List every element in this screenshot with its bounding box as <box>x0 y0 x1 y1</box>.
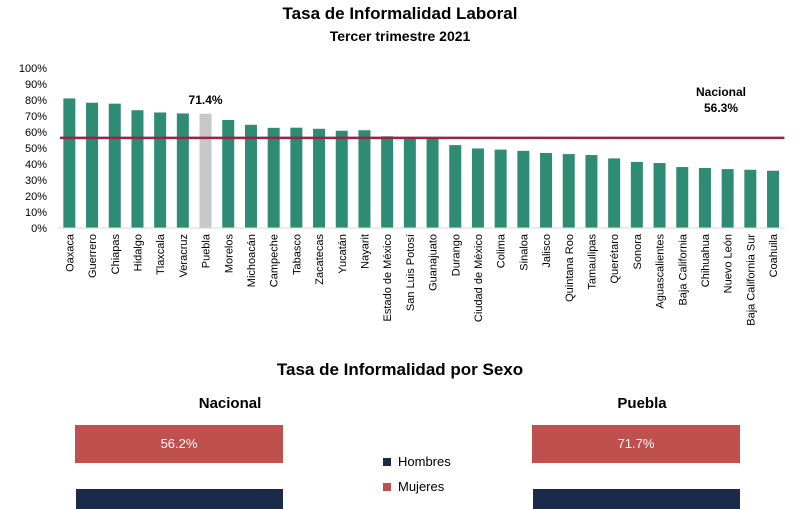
hombres-bar-puebla <box>533 489 740 509</box>
legend-item-hombres: Hombres <box>383 449 451 474</box>
x-tick-label: Tamaulipas <box>586 234 598 290</box>
x-tick-label: Zacatecas <box>314 234 326 285</box>
x-tick-label: Durango <box>450 234 462 276</box>
x-tick-label: Colima <box>496 233 508 268</box>
y-tick-label: 30% <box>25 175 47 187</box>
sex-chart-title: Tasa de Informalidad por Sexo <box>276 360 524 379</box>
x-tick-label: Baja California Sur <box>745 234 757 326</box>
bar-aguascalientes <box>653 163 666 228</box>
bar-colima <box>494 149 507 228</box>
legend-swatch-mujeres <box>383 482 391 491</box>
legend-swatch-hombres <box>383 457 391 466</box>
bar-tamaulipas <box>585 155 598 228</box>
legend-label-mujeres: Mujeres <box>398 479 445 494</box>
x-tick-label: Querétaro <box>609 234 621 284</box>
x-tick-label: Campeche <box>269 234 281 287</box>
bar-nuevo-león <box>721 169 734 228</box>
x-tick-label: Puebla <box>201 233 213 268</box>
bar-chihuahua <box>698 168 711 228</box>
bar-querétaro <box>608 158 621 228</box>
panel-title-puebla: Puebla <box>617 395 667 412</box>
bar-coahuila <box>767 170 780 228</box>
x-tick-label: Chiapas <box>110 234 122 275</box>
y-tick-label: 0% <box>31 223 47 235</box>
mujeres-value-label-nacional: 56.2% <box>160 436 198 451</box>
bar-zacatecas <box>313 128 326 228</box>
bar-campeche <box>267 127 280 228</box>
hombres-bar-nacional <box>76 489 283 509</box>
x-tick-label: Tlaxcala <box>155 233 167 275</box>
panel-title-nacional: Nacional <box>198 395 262 412</box>
bar-chiapas <box>108 103 121 228</box>
informality-bar-chart: 0% 10% 20% 30% 40% 50% 60% 70% 80% 90% 100% Oaxaca… <box>19 63 785 326</box>
x-tick-label: Veracruz <box>178 234 190 277</box>
puebla-value-label: 71.4% <box>189 93 223 107</box>
x-tick-label: Aguascalientes <box>655 234 667 309</box>
mujeres-value-label-puebla: 71.7% <box>617 436 655 451</box>
bar-quintana-roo <box>562 154 575 228</box>
bar-hidalgo <box>131 110 144 228</box>
x-tick-label: Yucatán <box>337 234 349 274</box>
bar-morelos <box>222 120 235 228</box>
bar-puebla <box>199 113 212 228</box>
chart-subtitle: Tercer trimestre 2021 <box>329 28 471 44</box>
bar-ciudad-de-méxico <box>471 148 484 228</box>
x-tick-label: Guanajuato <box>428 234 440 291</box>
bar-tabasco <box>290 127 303 228</box>
x-tick-label: Sonora <box>632 233 644 269</box>
mujeres-bar-nacional: 56.2% <box>75 425 283 463</box>
bar-baja-california <box>676 167 689 228</box>
bar-guanajuato <box>426 137 439 228</box>
x-tick-label: Coahuila <box>768 233 780 277</box>
y-tick-label: 50% <box>25 143 47 155</box>
x-tick-label: Baja California <box>677 233 689 305</box>
legend-item-mujeres: Mujeres <box>383 474 451 499</box>
bar-nayarit <box>358 130 371 228</box>
x-tick-label: Sinaloa <box>518 233 530 271</box>
x-tick-label: Guerrero <box>87 234 99 278</box>
x-tick-label: Tabasco <box>291 234 303 275</box>
bar-durango <box>449 145 462 228</box>
y-tick-label: 60% <box>25 127 47 139</box>
x-tick-label: Jalisco <box>541 234 553 268</box>
y-tick-label: 80% <box>25 95 47 107</box>
sex-legend: Hombres Mujeres <box>383 449 451 499</box>
x-tick-label: Oaxaca <box>64 233 76 272</box>
nacional-label: Nacional <box>696 85 746 99</box>
y-tick-label: 40% <box>25 159 47 171</box>
bar-san-luis-potosí <box>403 136 416 228</box>
y-tick-label: 20% <box>25 191 47 203</box>
x-tick-label: San Luis Potosí <box>405 234 417 311</box>
bar-yucatán <box>335 130 348 228</box>
x-tick-label: Estado de México <box>382 234 394 321</box>
x-tick-label: Nuevo León <box>723 234 735 293</box>
chart-title: Tasa de Informalidad Laboral <box>282 4 518 23</box>
x-tick-label: Michoacán <box>246 234 258 287</box>
bar-sonora <box>630 161 643 228</box>
x-tick-label: Chihuahua <box>700 233 712 287</box>
bar-baja-california-sur <box>744 169 757 228</box>
mujeres-bar-puebla: 71.7% <box>532 425 740 463</box>
nacional-value-label: 56.3% <box>704 101 738 115</box>
bar-veracruz <box>176 113 189 228</box>
x-tick-label: Nayarit <box>359 234 371 269</box>
bar-sinaloa <box>517 150 530 228</box>
y-tick-label: 90% <box>25 79 47 91</box>
bar-jalisco <box>540 152 553 228</box>
bar-tlaxcala <box>154 112 167 228</box>
y-tick-label: 10% <box>25 207 47 219</box>
bar-oaxaca <box>63 98 76 229</box>
x-tick-label: Ciudad de México <box>473 234 485 322</box>
x-tick-label: Hidalgo <box>132 234 144 271</box>
bar-michoacán <box>244 124 257 228</box>
legend-label-hombres: Hombres <box>398 454 451 469</box>
x-tick-label: Quintana Roo <box>564 234 576 302</box>
bar-guerrero <box>86 102 99 228</box>
y-tick-label: 70% <box>25 111 47 123</box>
bar-estado-de-méxico <box>381 136 394 228</box>
y-tick-label: 100% <box>19 63 47 75</box>
x-tick-label: Morelos <box>223 234 235 274</box>
